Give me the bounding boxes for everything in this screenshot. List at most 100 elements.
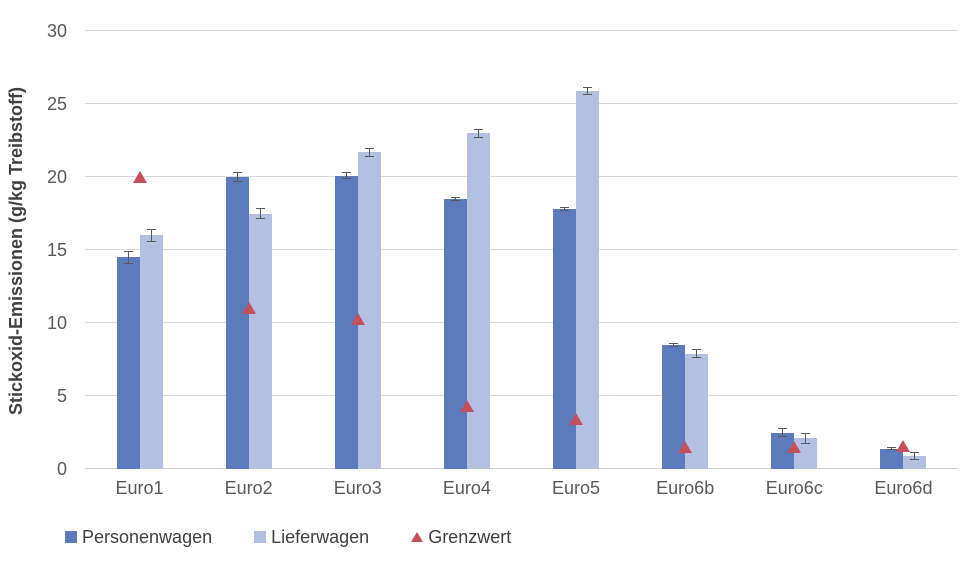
x-tick-label-euro5: Euro5	[552, 478, 601, 498]
error-bar-line	[127, 250, 129, 264]
x-tick-label-euro3: Euro3	[333, 478, 382, 498]
bar-lieferwagen-euro4	[466, 133, 490, 469]
y-tick-label-25: 25	[46, 94, 67, 114]
grenzwert-marker-euro6c	[787, 441, 802, 454]
y-tick-label-10: 10	[46, 313, 67, 333]
error-bar-cap	[583, 87, 593, 89]
error-bar-line	[891, 447, 893, 451]
legend: Personenwagen Lieferwagen Grenzwert	[65, 525, 511, 549]
y-tick-label-0: 0	[56, 459, 67, 479]
error-bar-cap	[364, 147, 374, 149]
gridline-10	[85, 322, 958, 323]
grenzwert-marker-euro5	[569, 413, 584, 426]
error-bar-cap	[123, 262, 133, 264]
error-bar-cap	[910, 458, 920, 460]
bar-lieferwagen-euro1	[139, 235, 163, 469]
error-bar-cap	[669, 342, 679, 344]
grenzwert-marker-euro3	[350, 312, 365, 325]
error-bar-line	[259, 208, 261, 219]
legend-square-icon	[65, 531, 77, 543]
bar-lieferwagen-euro2	[248, 213, 272, 469]
grenzwert-marker-euro6d	[896, 439, 911, 452]
bar-personenwagen-euro4	[443, 198, 467, 469]
plot-area: Euro1 Euro2 Euro3 Euro4 Euro5 Euro6b Euro6c Eur…	[85, 30, 958, 498]
error-bar-line	[805, 432, 807, 445]
bar-personenwagen-euro6b	[662, 344, 686, 469]
error-bar-cap	[255, 208, 265, 210]
error-bar-cap	[692, 357, 702, 359]
gridline-5	[85, 395, 958, 396]
error-bar-line	[477, 128, 479, 138]
error-bar-cap	[450, 199, 460, 201]
error-bar-cap	[232, 181, 242, 183]
error-bar-cap	[778, 428, 788, 430]
legend-item-personenwagen: Personenwagen	[65, 527, 212, 548]
bar-personenwagen-euro3	[334, 175, 358, 469]
error-bar-cap	[341, 178, 351, 180]
gridline-20	[85, 176, 958, 177]
error-bar-line	[696, 349, 698, 359]
error-bar-cap	[887, 449, 897, 451]
error-bar-cap	[910, 452, 920, 454]
x-tick-label-euro1: Euro1	[115, 478, 164, 498]
legend-triangle-icon	[411, 532, 424, 542]
y-tick-label-30: 30	[46, 21, 67, 41]
error-bar-cap	[778, 435, 788, 437]
error-bar-cap	[364, 155, 374, 157]
grenzwert-marker-euro2	[241, 302, 256, 315]
error-bar-line	[673, 342, 675, 348]
gridline-30	[85, 30, 958, 31]
x-tick-label-euro6c: Euro6c	[765, 478, 823, 498]
error-bar-line	[345, 171, 347, 180]
y-tick-label-20: 20	[46, 167, 67, 187]
error-bar-cap	[341, 171, 351, 173]
legend-item-lieferwagen: Lieferwagen	[254, 527, 369, 548]
x-axis-line	[85, 468, 958, 469]
y-tick-label-15: 15	[46, 240, 67, 260]
error-bar-line	[368, 147, 370, 157]
error-bar-cap	[887, 447, 897, 449]
x-tick-label-euro2: Euro2	[224, 478, 273, 498]
error-bar-cap	[232, 171, 242, 173]
error-bar-cap	[473, 128, 483, 130]
bar-personenwagen-euro5	[553, 209, 577, 469]
error-bar-line	[587, 87, 589, 95]
error-bar-cap	[146, 228, 156, 230]
error-bar-cap	[450, 197, 460, 199]
bar-lieferwagen-euro3	[357, 152, 381, 469]
grenzwert-marker-euro6b	[678, 441, 693, 454]
error-bar-cap	[560, 210, 570, 212]
gridline-15	[85, 249, 958, 250]
error-bar-line	[914, 452, 916, 460]
bar-lieferwagen-euro6d	[903, 455, 927, 469]
error-bar-cap	[560, 206, 570, 208]
error-bar-cap	[669, 346, 679, 348]
error-bar-cap	[255, 217, 265, 219]
error-bar-line	[782, 428, 784, 437]
bar-lieferwagen-euro6b	[685, 353, 709, 469]
grenzwert-marker-euro4	[459, 400, 474, 413]
error-bar-cap	[583, 93, 593, 95]
legend-label-personenwagen: Personenwagen	[82, 526, 213, 547]
x-tick-label-euro4: Euro4	[442, 478, 491, 498]
gridline-25	[85, 103, 958, 104]
error-bar-line	[150, 228, 152, 242]
error-bar-cap	[123, 250, 133, 252]
error-bar-line	[564, 206, 566, 212]
error-bar-cap	[473, 136, 483, 138]
bar-lieferwagen-euro5	[576, 90, 600, 469]
y-axis-ticks: 0 5 10 15 20 25 30	[0, 21, 67, 479]
legend-label-lieferwagen: Lieferwagen	[271, 526, 370, 547]
error-bar-line	[236, 171, 238, 183]
error-bar-cap	[801, 432, 811, 434]
x-tick-label-euro6b: Euro6b	[656, 478, 715, 498]
y-tick-label-5: 5	[56, 386, 67, 406]
x-tick-label-euro6d: Euro6d	[874, 478, 933, 498]
error-bar-cap	[146, 240, 156, 242]
error-bar-cap	[692, 349, 702, 351]
grenzwert-marker-euro1	[132, 171, 147, 183]
legend-item-grenzwert: Grenzwert	[411, 527, 511, 548]
legend-square-icon	[254, 531, 267, 543]
legend-label-grenzwert: Grenzwert	[428, 526, 512, 547]
bar-personenwagen-euro2	[225, 177, 249, 469]
